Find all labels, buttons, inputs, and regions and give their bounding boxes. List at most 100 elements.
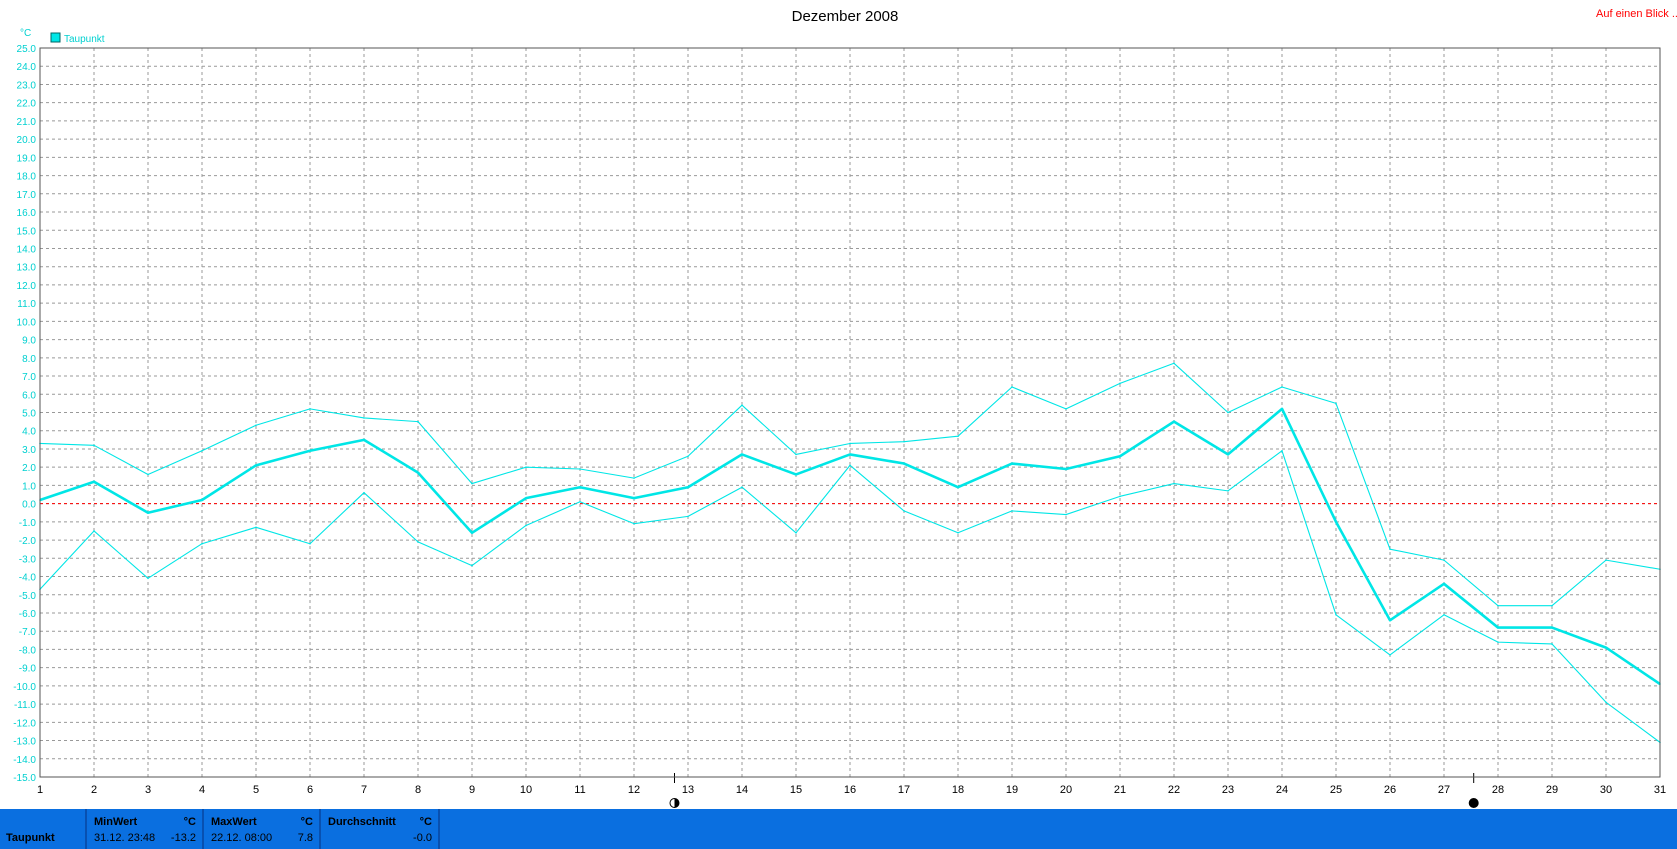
data-point-mean: [795, 473, 797, 476]
min-heading: MinWert: [94, 816, 138, 828]
min-value: -13.2: [170, 832, 196, 844]
stats-max-cell: MaxWert °C 22.12. 08:00 7.8: [204, 809, 321, 849]
max-value: 7.8: [297, 832, 313, 844]
x-tick-label: 2: [91, 784, 97, 796]
x-tick-label: 29: [1546, 784, 1558, 796]
y-tick-label: 7.0: [22, 372, 36, 383]
data-point-min: [1011, 510, 1013, 512]
y-tick-label: 20.0: [17, 135, 37, 146]
data-point-mean: [201, 499, 203, 501]
data-point-max: [1281, 386, 1283, 388]
data-point-mean: [1335, 521, 1337, 523]
x-tick-label: 4: [199, 784, 205, 796]
data-point-min: [309, 542, 311, 545]
x-tick-label: 15: [790, 784, 802, 796]
data-point-mean: [1173, 420, 1175, 423]
x-tick-label: 12: [628, 784, 640, 796]
data-point-mean: [147, 511, 149, 514]
data-point-min: [417, 541, 419, 543]
data-point-min: [1065, 513, 1067, 516]
data-point-min: [147, 577, 149, 580]
x-tick-label: 23: [1222, 784, 1234, 796]
x-tick-label: 13: [682, 784, 694, 796]
y-tick-label: 2.0: [22, 463, 36, 474]
y-tick-label: -12.0: [13, 718, 36, 729]
y-tick-label: 3.0: [22, 445, 36, 456]
data-point-min: [1227, 490, 1229, 492]
data-point-mean: [1119, 455, 1121, 458]
max-heading: MaxWert: [211, 816, 257, 828]
data-point-max: [1119, 382, 1121, 385]
data-point-min: [1551, 643, 1553, 645]
new-moon-icon: [1468, 798, 1479, 808]
data-point-max: [795, 453, 797, 456]
data-point-max: [471, 482, 473, 485]
data-point-max: [363, 417, 365, 419]
data-point-mean: [1011, 462, 1013, 465]
data-point-min: [1389, 654, 1391, 656]
data-point-min: [795, 531, 797, 534]
data-point-min: [255, 526, 257, 529]
data-point-mean: [741, 453, 743, 456]
y-tick-label: 9.0: [22, 336, 36, 347]
data-point-mean: [633, 497, 635, 499]
y-tick-label: 13.0: [17, 263, 37, 274]
data-point-max: [1551, 604, 1553, 607]
max-time: 22.12. 08:00: [211, 832, 273, 844]
data-point-mean: [1497, 626, 1499, 629]
data-point-max: [309, 408, 311, 410]
data-point-mean: [957, 486, 959, 489]
data-point-max: [741, 404, 743, 407]
data-point-min: [1119, 495, 1121, 498]
data-point-max: [417, 420, 419, 423]
data-point-mean: [1281, 408, 1283, 410]
x-tick-label: 28: [1492, 784, 1504, 796]
x-tick-label: 11: [574, 784, 585, 796]
y-tick-label: 25.0: [17, 44, 37, 55]
min-time: 31.12. 23:48: [94, 832, 156, 844]
first-quarter-icon: [669, 798, 680, 808]
avg-unit: °C: [419, 816, 432, 828]
y-tick-label: -14.0: [13, 755, 36, 766]
y-tick-label: 4.0: [22, 427, 36, 438]
data-point-min: [579, 501, 581, 503]
data-point-max: [1389, 548, 1391, 550]
y-tick-label: 24.0: [17, 62, 37, 73]
data-point-max: [525, 466, 527, 468]
max-unit: °C: [300, 816, 313, 828]
data-point-max: [849, 442, 851, 445]
y-tick-label: 23.0: [17, 80, 37, 91]
x-tick-label: 27: [1438, 784, 1450, 796]
overview-link[interactable]: Auf einen Blick ...: [1596, 8, 1677, 20]
legend-swatch: [50, 32, 61, 43]
data-point-max: [1227, 411, 1229, 414]
data-point-max: [1443, 559, 1445, 561]
data-point-max: [579, 468, 581, 470]
data-point-mean: [1227, 453, 1229, 456]
x-tick-label: 18: [952, 784, 964, 796]
x-tick-label: 17: [898, 784, 910, 796]
data-point-mean: [1389, 619, 1391, 622]
y-tick-label: -9.0: [19, 664, 37, 675]
y-tick-label: 6.0: [22, 390, 36, 401]
data-point-max: [1335, 402, 1337, 405]
y-tick-label: -11.0: [14, 700, 36, 711]
data-point-min: [1497, 641, 1499, 643]
data-point-mean: [579, 486, 581, 489]
data-point-mean: [255, 464, 257, 467]
y-tick-label: -6.0: [19, 609, 37, 620]
series-lines: [39, 362, 1661, 744]
data-point-min: [849, 464, 851, 467]
x-tick-label: 16: [844, 784, 856, 796]
data-point-max: [255, 424, 257, 427]
y-tick-label: -3.0: [19, 554, 37, 565]
y-tick-label: 16.0: [17, 208, 37, 219]
y-tick-label: -2.0: [19, 536, 37, 547]
y-tick-label: -13.0: [13, 737, 36, 748]
data-point-mean: [471, 531, 473, 534]
x-tick-label: 30: [1600, 784, 1612, 796]
data-point-min: [741, 486, 743, 489]
data-point-min: [1281, 449, 1283, 452]
x-tick-label: 7: [361, 784, 367, 796]
data-point-max: [1173, 362, 1175, 365]
